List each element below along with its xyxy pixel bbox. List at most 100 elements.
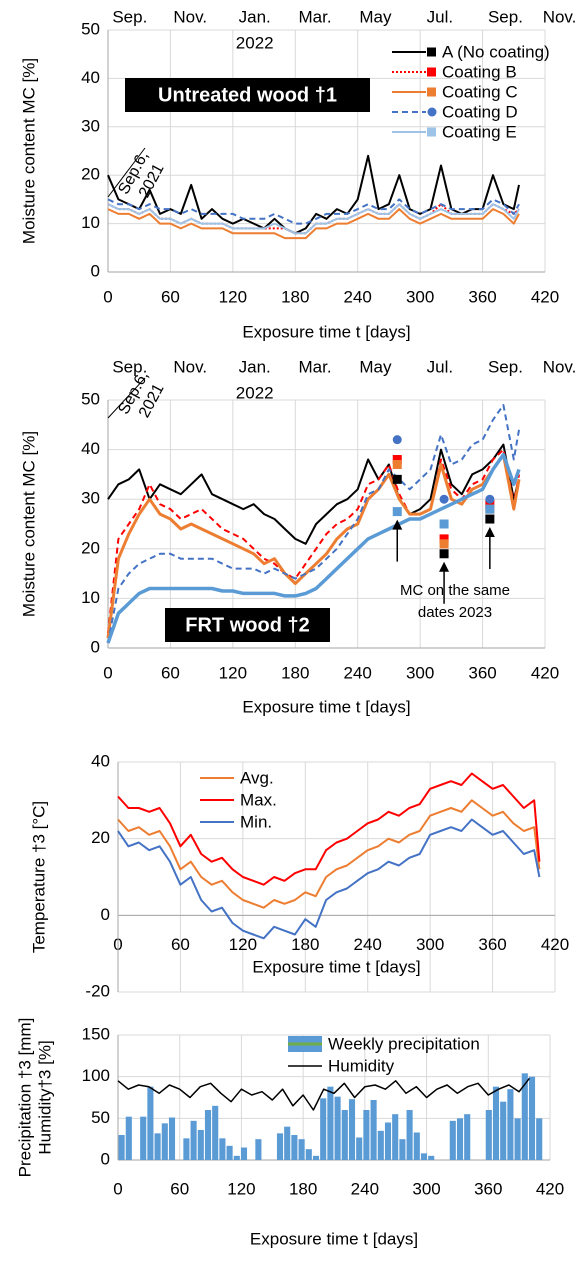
y-tick-label: 40 — [91, 751, 110, 770]
x-tick-label: 0 — [103, 663, 112, 682]
legend-label: Coating E — [442, 122, 517, 141]
bar — [428, 1155, 435, 1160]
bar — [406, 1110, 413, 1160]
y-tick-label: 40 — [81, 439, 100, 458]
bar — [341, 1110, 348, 1160]
x-tick-label: 180 — [281, 287, 309, 306]
y-tick-label: 30 — [81, 116, 100, 135]
legend-label: Max. — [240, 790, 277, 809]
bar — [327, 1086, 334, 1160]
marker-2023 — [439, 534, 449, 544]
y-tick-label: 50 — [81, 19, 100, 38]
marker-2023 — [392, 435, 402, 445]
x-tick-label: 120 — [219, 287, 247, 306]
month-label: Nov. — [543, 357, 577, 376]
x-tick-label: 360 — [478, 935, 506, 954]
month-label: Sep. — [488, 7, 523, 26]
month-label: Jan. — [239, 7, 271, 26]
x-tick-label: 60 — [161, 663, 180, 682]
series-line — [107, 448, 520, 634]
bar — [413, 1132, 420, 1160]
y-tick-label: 20 — [81, 165, 100, 184]
x-tick-label: 240 — [354, 935, 382, 954]
y-tick-label: 30 — [81, 489, 100, 508]
bar — [456, 1118, 464, 1160]
y-tick-label: 0 — [91, 261, 100, 280]
marker-2023 — [439, 494, 449, 504]
bar — [514, 1118, 521, 1160]
x-axis-label: Exposure time t [days] — [250, 1229, 418, 1248]
series-line — [107, 198, 520, 225]
marker-2023 — [392, 459, 402, 469]
marker-2023 — [392, 507, 402, 517]
bar — [255, 1139, 262, 1160]
series-line — [117, 818, 541, 940]
bar — [212, 1105, 219, 1160]
month-label: Jul. — [427, 7, 453, 26]
legend-marker — [427, 67, 436, 77]
month-label: Nov. — [543, 7, 577, 26]
bar — [219, 1138, 226, 1160]
x-tick-label: 360 — [474, 1179, 502, 1198]
bar — [305, 1149, 312, 1160]
y-tick-label: 0 — [91, 637, 100, 656]
bar — [161, 1123, 168, 1160]
x-tick-label: 120 — [219, 663, 247, 682]
bar — [312, 1155, 320, 1160]
bar — [521, 1073, 528, 1160]
month-label: Mar. — [299, 357, 332, 376]
x-tick-label: 180 — [281, 663, 309, 682]
series-line — [106, 452, 521, 644]
bar — [233, 1155, 240, 1160]
y-tick-label: 50 — [91, 1108, 110, 1127]
bar — [334, 1096, 341, 1160]
month-label: Jan. — [239, 357, 271, 376]
x-tick-label: 420 — [536, 1179, 564, 1198]
bar — [492, 1086, 500, 1160]
panel-label: FRT wood †2 — [185, 614, 309, 636]
x-axis-label: Exposure time t [days] — [252, 957, 420, 976]
month-label: Sep. — [112, 357, 147, 376]
y-axis-label: Humidity†3 [%] — [35, 1040, 54, 1154]
x-tick-label: 60 — [171, 935, 190, 954]
x-tick-label: 360 — [468, 663, 496, 682]
y-tick-label: 10 — [81, 213, 100, 232]
year-label: 2022 — [236, 383, 274, 402]
bar — [298, 1139, 305, 1160]
year-label: 2022 — [236, 33, 274, 52]
bar — [348, 1099, 356, 1160]
bar — [485, 1110, 492, 1160]
legend-label: Min. — [240, 812, 272, 831]
x-tick-label: 420 — [541, 935, 569, 954]
month-label: Mar. — [299, 7, 332, 26]
legend-marker — [427, 107, 437, 117]
bar — [356, 1137, 363, 1160]
legend-marker — [427, 87, 436, 97]
legend-marker — [427, 127, 436, 137]
y-axis-label: Moisture content MC [%] — [19, 431, 38, 617]
note-line — [107, 377, 146, 419]
y-tick-label: 150 — [82, 1024, 110, 1043]
month-label: May — [359, 7, 392, 26]
legend-label: Weekly precipitation — [328, 1034, 480, 1053]
legend-label: A (No coating) — [442, 42, 550, 61]
y-tick-label: 0 — [101, 1149, 110, 1168]
x-axis-label: Exposure time t [days] — [242, 697, 410, 716]
legend-label: Coating D — [442, 102, 518, 121]
x-tick-label: 240 — [344, 663, 372, 682]
marker-2023 — [485, 504, 495, 514]
arrow-head — [392, 519, 403, 530]
marker-2023 — [485, 494, 495, 504]
bar — [154, 1133, 161, 1160]
label-box — [165, 608, 330, 642]
series-line — [117, 799, 541, 909]
bar — [377, 1130, 384, 1160]
marker-2023 — [392, 474, 402, 484]
bar — [284, 1126, 291, 1160]
series-line — [107, 208, 520, 240]
y-tick-label: 20 — [81, 538, 100, 557]
bar — [464, 1114, 471, 1160]
note-line — [107, 147, 146, 198]
marker-2023 — [392, 455, 402, 465]
